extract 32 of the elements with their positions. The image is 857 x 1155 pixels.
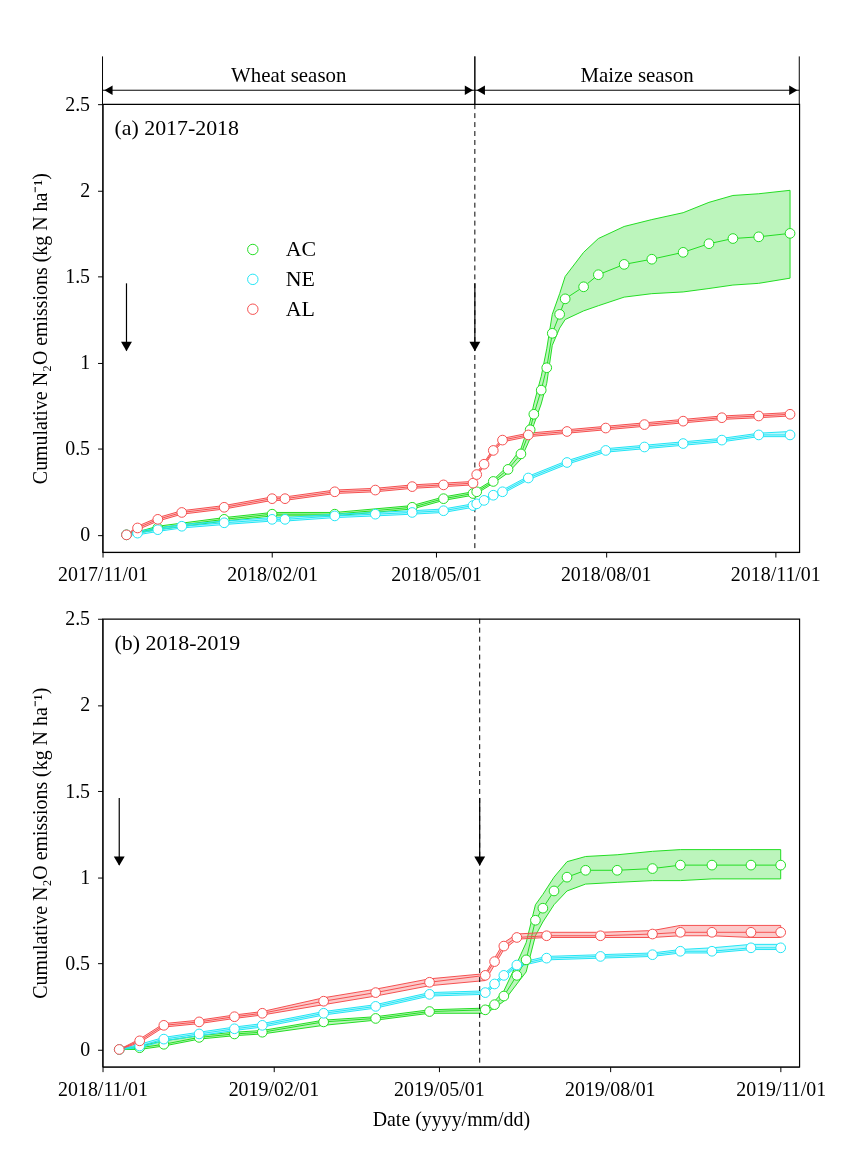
- y-tick-label: 0: [80, 523, 91, 546]
- text: Wheat season: [230, 63, 347, 88]
- text: (a) 2017-2018: [114, 115, 240, 141]
- y-tick-label: 0.5: [65, 437, 91, 460]
- y-tick-label: 1.5: [65, 779, 91, 802]
- y-tick-label: 1: [80, 351, 91, 374]
- x-tick-label: 2018/11/01: [730, 563, 821, 586]
- y-tick-label: 0.5: [65, 951, 91, 974]
- text: (b) 2018-2019: [114, 629, 241, 655]
- x-tick-label: 2019/05/01: [394, 1078, 485, 1101]
- y-axis-title: Cumulative N₂O emissions (kg N ha⁻¹): [29, 687, 53, 999]
- legend-label: AL: [285, 296, 315, 322]
- y-tick-label: 2: [80, 178, 91, 201]
- x-tick-label: 2018/02/01: [227, 563, 318, 586]
- y-tick-label: 2.5: [65, 92, 91, 115]
- x-tick-label: 2018/05/01: [391, 563, 482, 586]
- x-tick-label: 2018/11/01: [58, 1078, 148, 1101]
- x-tick-label: 2019/08/01: [564, 1078, 656, 1101]
- x-axis-title: Date (yyyy/mm/dd): [372, 1107, 531, 1131]
- x-tick-label: 2017/11/01: [58, 563, 148, 586]
- legend-label: NE: [285, 266, 315, 292]
- y-tick-label: 1.5: [65, 264, 91, 287]
- x-tick-label: 2019/02/01: [228, 1078, 320, 1101]
- y-tick-label: 2: [80, 693, 91, 716]
- x-tick-label: 2018/08/01: [560, 563, 652, 586]
- y-tick-label: 1: [80, 865, 91, 888]
- y-tick-label: 0: [80, 1037, 91, 1060]
- y-axis-title: Cumulative N₂O emissions (kg N ha⁻¹): [29, 173, 53, 485]
- y-tick-label: 2.5: [65, 607, 91, 630]
- x-tick-label: 2019/11/01: [736, 1078, 827, 1101]
- text: Maize season: [580, 63, 695, 88]
- legend-label: AC: [285, 236, 317, 262]
